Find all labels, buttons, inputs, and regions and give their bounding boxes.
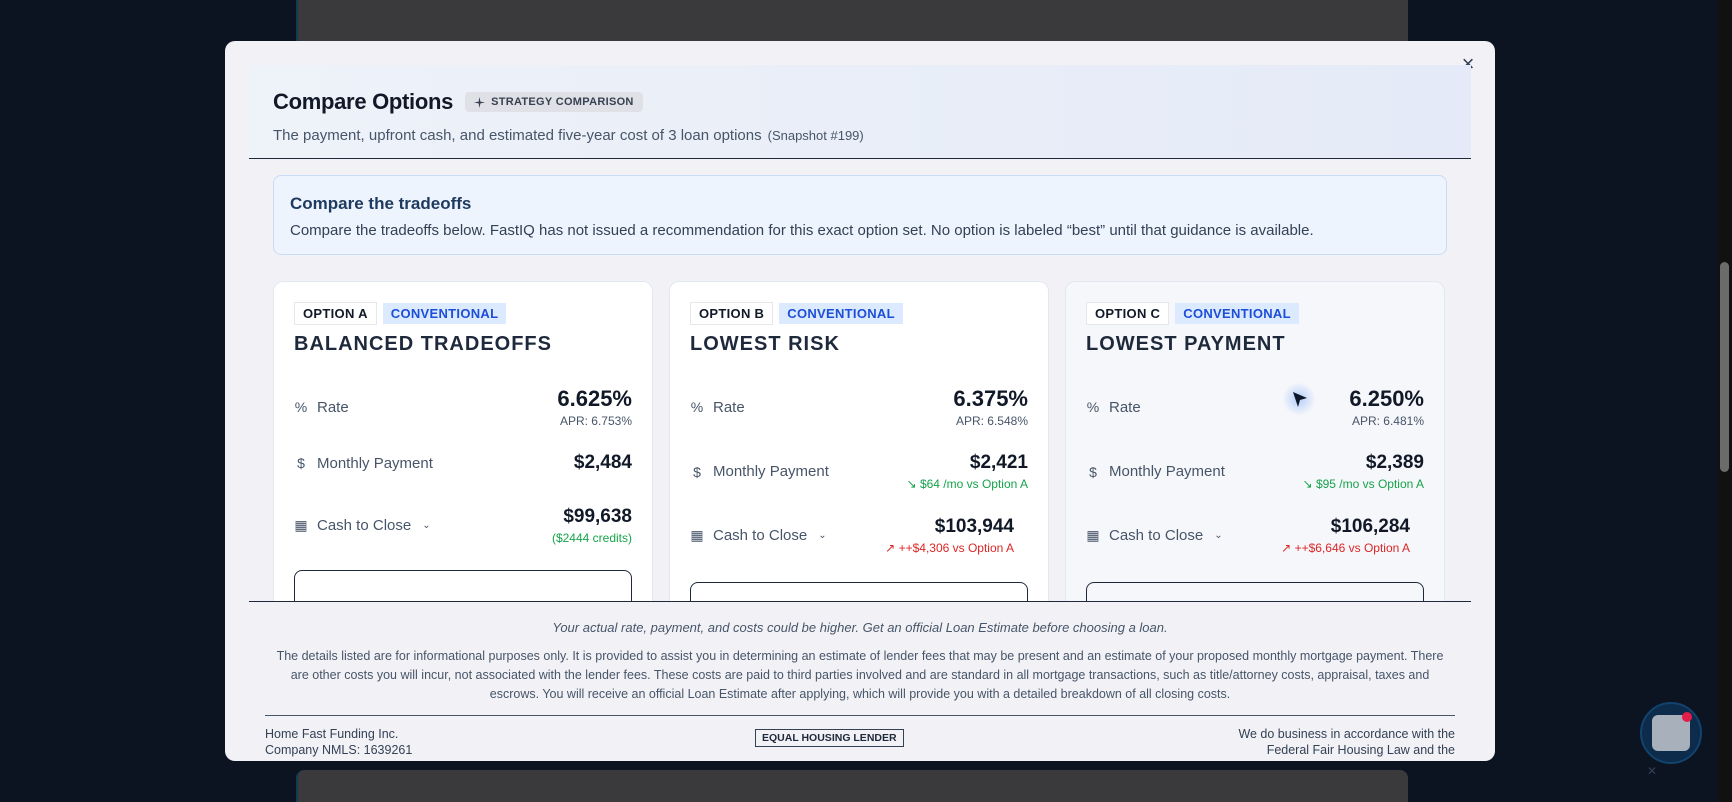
loan-type-tag: CONVENTIONAL <box>382 303 507 324</box>
compare-options-modal: × Compare Options STRATEGY COMPARISON Th… <box>225 41 1495 761</box>
cash-value: $103,944 <box>934 516 1014 537</box>
chat-dismiss-icon[interactable]: ✕ <box>1646 764 1658 778</box>
notice-text: Compare the tradeoffs below. FastIQ has … <box>290 222 1314 239</box>
cash-label: Cash to Close <box>1109 527 1204 544</box>
modal-subtitle: The payment, upfront cash, and estimated… <box>273 127 762 144</box>
cash-row[interactable]: ▦ Cash to Close ⌄ $106,284 ↗ ++$6,646 vs Op… <box>1086 516 1424 555</box>
payment-value: $2,484 <box>573 452 632 473</box>
payment-value: $2,421 <box>969 452 1028 473</box>
notification-dot <box>1682 712 1692 722</box>
chevron-down-icon[interactable]: ⌄ <box>818 530 827 541</box>
options-scroll-area[interactable]: Compare the tradeoffs Compare the tradeo… <box>249 159 1471 601</box>
chevron-down-icon[interactable]: ⌄ <box>1214 530 1223 541</box>
notice-title: Compare the tradeoffs <box>290 194 472 213</box>
calculator-icon: ▦ <box>690 527 704 543</box>
credits-note: ($2444 credits) <box>551 531 632 545</box>
disclaimer-text: The details listed are for informational… <box>276 649 1444 701</box>
rate-row: % Rate 6.625% APR: 6.753% <box>294 386 632 428</box>
cash-delta: ++$6,646 vs Option A <box>1294 541 1410 555</box>
page-scrollbar[interactable] <box>1718 0 1732 802</box>
rate-value: 6.250% <box>1349 386 1424 411</box>
option-card-b: OPTION B CONVENTIONAL LOWEST RISK % Rate … <box>669 281 1049 601</box>
modal-header: Compare Options STRATEGY COMPARISON The … <box>249 65 1471 159</box>
dollar-icon: $ <box>1089 463 1097 480</box>
payment-delta: $64 /mo vs Option A <box>919 477 1028 491</box>
loan-type-tag: CONVENTIONAL <box>1175 303 1299 324</box>
company-name: Home Fast Funding Inc. <box>265 727 399 741</box>
cash-row[interactable]: ▦ Cash to Close ⌄ $103,944 ↗ ++$4,306 vs Op… <box>690 516 1028 555</box>
trend-down-icon: ↘ <box>1302 477 1313 491</box>
payment-row: $ Monthly Payment $2,389 ↘ $95 /mo vs Opti… <box>1086 452 1424 491</box>
option-title: LOWEST PAYMENT <box>1086 333 1286 355</box>
apr-value: APR: 6.481% <box>1351 414 1424 428</box>
percent-icon: % <box>294 399 308 415</box>
option-action-button[interactable] <box>294 570 632 601</box>
option-action-button[interactable] <box>1086 582 1424 601</box>
cash-label: Cash to Close <box>713 527 808 544</box>
company-info: Home Fast Funding Inc. Company NMLS: 163… <box>265 726 412 758</box>
strategy-badge: STRATEGY COMPARISON <box>465 92 643 112</box>
background-page-bottom <box>296 770 1408 802</box>
rate-label: Rate <box>317 398 349 416</box>
payment-row: $ Monthly Payment $2,484 <box>294 452 632 474</box>
cash-value: $99,638 <box>563 506 632 527</box>
loan-type-tag: CONVENTIONAL <box>779 303 903 324</box>
apr-value: APR: 6.548% <box>955 414 1028 428</box>
trend-up-icon: ↗ <box>885 541 896 555</box>
calculator-icon: ▦ <box>294 517 308 533</box>
percent-icon: % <box>1086 399 1100 415</box>
payment-label: Monthly Payment <box>317 454 433 472</box>
footer-divider <box>265 715 1455 716</box>
payment-delta: $95 /mo vs Option A <box>1315 477 1424 491</box>
trend-down-icon: ↘ <box>906 477 917 491</box>
rate-value: 6.375% <box>953 386 1028 411</box>
option-card-a: OPTION A CONVENTIONAL BALANCED TRADEOFFS… <box>273 281 653 601</box>
cash-label: Cash to Close <box>317 517 412 534</box>
cash-delta: ++$4,306 vs Option A <box>898 541 1014 555</box>
rate-row: % Rate 6.375% APR: 6.548% <box>690 386 1028 428</box>
trend-up-icon: ↗ <box>1281 541 1292 555</box>
rate-value: 6.625% <box>557 386 632 411</box>
payment-label: Monthly Payment <box>713 463 829 480</box>
payment-row: $ Monthly Payment $2,421 ↘ $64 /mo vs Opti… <box>690 452 1028 491</box>
modal-footer: Your actual rate, payment, and costs cou… <box>249 601 1471 761</box>
calculator-icon: ▦ <box>1086 527 1100 543</box>
rate-row: % Rate 6.250% APR: 6.481% <box>1086 386 1424 428</box>
badge-label: STRATEGY COMPARISON <box>491 96 634 108</box>
chat-launcher-button[interactable] <box>1640 702 1702 764</box>
company-nmls: Company NMLS: 1639261 <box>265 743 413 757</box>
cash-row[interactable]: ▦ Cash to Close ⌄ $99,638 ($2444 credits) <box>294 506 632 545</box>
rate-label: Rate <box>713 398 745 416</box>
dollar-icon: $ <box>297 455 305 471</box>
chevron-down-icon[interactable]: ⌄ <box>422 520 431 531</box>
dollar-icon: $ <box>693 463 701 480</box>
option-card-c: OPTION C CONVENTIONAL LOWEST PAYMENT % Ra… <box>1065 281 1445 601</box>
payment-label: Monthly Payment <box>1109 463 1225 480</box>
option-action-button[interactable] <box>690 582 1028 601</box>
modal-title: Compare Options <box>273 89 454 114</box>
estimate-warning: Your actual rate, payment, and costs cou… <box>552 620 1168 635</box>
sparkle-icon <box>474 96 486 108</box>
option-title: BALANCED TRADEOFFS <box>294 333 552 355</box>
fair-housing-statement: We do business in accordance with the Fe… <box>1238 727 1455 757</box>
rate-label: Rate <box>1109 398 1141 416</box>
page-scrollbar-thumb[interactable] <box>1720 262 1729 472</box>
mouse-cursor-icon <box>1293 392 1307 407</box>
equal-housing-lender-badge: EQUAL HOUSING LENDER <box>755 729 904 747</box>
cash-value: $106,284 <box>1330 516 1410 537</box>
option-tag: OPTION A <box>294 302 377 325</box>
option-tag: OPTION C <box>1086 302 1170 325</box>
apr-value: APR: 6.753% <box>559 414 632 428</box>
percent-icon: % <box>690 399 704 415</box>
option-title: LOWEST RISK <box>690 333 840 355</box>
tradeoff-notice: Compare the tradeoffs Compare the tradeo… <box>273 175 1447 255</box>
snapshot-id: (Snapshot #199) <box>767 128 864 143</box>
payment-value: $2,389 <box>1365 452 1424 473</box>
option-tag: OPTION B <box>690 302 774 325</box>
